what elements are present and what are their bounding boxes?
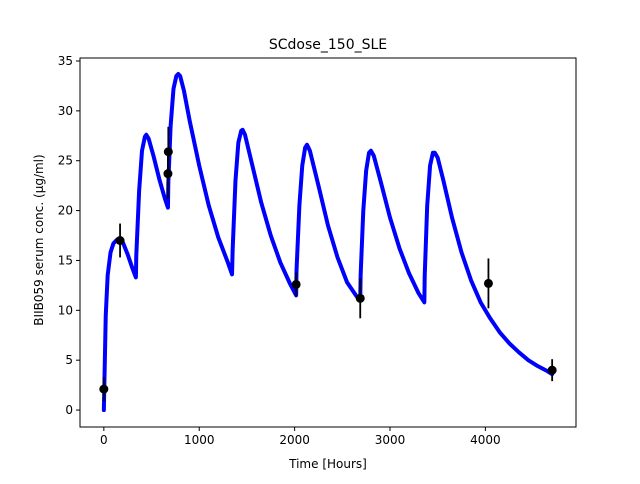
y-tick-label-3: 15 xyxy=(58,253,73,267)
observation-point-6 xyxy=(483,278,493,288)
observation-point-5 xyxy=(355,293,365,303)
y-axis-label: BIIB059 serum conc. (µg/ml) xyxy=(32,154,46,325)
x-tick-label-1: 1000 xyxy=(184,433,215,447)
x-axis-label: Time [Hours] xyxy=(288,457,367,471)
y-tick-label-0: 0 xyxy=(65,403,73,417)
y-tick-label-7: 35 xyxy=(58,54,73,68)
observation-point-0 xyxy=(99,384,109,394)
x-tick-label-4: 4000 xyxy=(470,433,501,447)
observation-point-3 xyxy=(163,147,173,157)
y-tick-label-1: 5 xyxy=(65,353,73,367)
observation-point-4 xyxy=(291,279,301,289)
x-tick-label-3: 3000 xyxy=(375,433,406,447)
chart-title: SCdose_150_SLE xyxy=(269,37,387,53)
observation-point-1 xyxy=(115,236,125,246)
x-tick-label-0: 0 xyxy=(100,433,108,447)
y-tick-label-6: 30 xyxy=(58,104,73,118)
y-axis-ticks: 0 5 10 15 20 25 30 35 xyxy=(58,54,80,417)
y-tick-label-2: 10 xyxy=(58,303,73,317)
y-tick-label-5: 25 xyxy=(58,154,73,168)
observation-point-7 xyxy=(547,365,557,375)
plot-area xyxy=(99,71,557,413)
x-tick-label-2: 2000 xyxy=(279,433,310,447)
x-axis-ticks: 0 1000 2000 3000 4000 xyxy=(100,427,501,447)
series-line-0 xyxy=(101,71,555,413)
y-tick-label-4: 20 xyxy=(58,204,73,218)
axes-frame xyxy=(79,57,577,428)
